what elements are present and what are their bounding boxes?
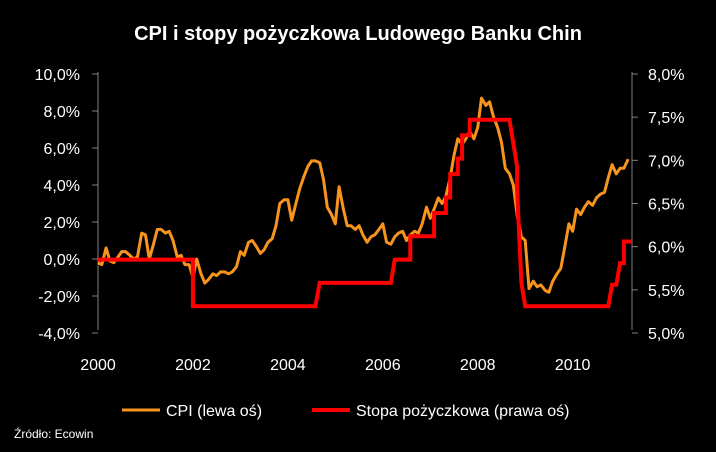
- right-tick-label: 5,5%: [648, 283, 684, 300]
- left-tick-label: 8,0%: [44, 104, 80, 121]
- x-tick-label: 2000: [80, 357, 116, 374]
- left-tick-label: -4,0%: [38, 326, 80, 343]
- right-tick-label: 7,5%: [648, 110, 684, 127]
- left-tick-label: 2,0%: [44, 215, 80, 232]
- x-tick-label: 2002: [175, 357, 211, 374]
- legend-label-cpi: CPI (lewa oś): [166, 403, 262, 420]
- left-tick-label: 0,0%: [44, 252, 80, 269]
- right-tick-label: 8,0%: [648, 67, 684, 84]
- source-note: Źródło: Ecowin: [14, 426, 93, 441]
- left-axis-tick-labels: -4,0% -2,0% 0,0% 2,0% 4,0% 6,0% 8,0% 10,0%: [35, 67, 80, 343]
- x-tick-label: 2006: [365, 357, 401, 374]
- left-tick-label: 10,0%: [35, 67, 80, 84]
- x-tick-label: 2008: [460, 357, 496, 374]
- right-axis-ticks: [632, 73, 638, 334]
- right-tick-label: 6,0%: [648, 240, 684, 257]
- left-tick-label: 4,0%: [44, 178, 80, 195]
- right-tick-label: 5,0%: [648, 326, 684, 343]
- right-axis-tick-labels: 5,0% 5,5% 6,0% 6,5% 7,0% 7,5% 8,0%: [648, 67, 684, 343]
- left-tick-label: 6,0%: [44, 141, 80, 158]
- chart-title: CPI i stopy pożyczkowa Ludowego Banku Ch…: [134, 23, 582, 45]
- right-tick-label: 6,5%: [648, 197, 684, 214]
- legend-label-lending-rate: Stopa pożyczkowa (prawa oś): [356, 403, 569, 420]
- legend: CPI (lewa oś) Stopa pożyczkowa (prawa oś…: [122, 403, 569, 420]
- lending-rate-series-line: [98, 117, 632, 309]
- x-tick-label: 2004: [270, 357, 306, 374]
- left-axis-ticks: [92, 73, 98, 334]
- right-tick-label: 7,0%: [648, 153, 684, 170]
- x-axis-tick-labels: 2000 2002 2004 2006 2008 2010: [80, 357, 590, 374]
- cpi-series-line: [97, 96, 630, 294]
- x-tick-label: 2010: [555, 357, 591, 374]
- left-tick-label: -2,0%: [38, 289, 80, 306]
